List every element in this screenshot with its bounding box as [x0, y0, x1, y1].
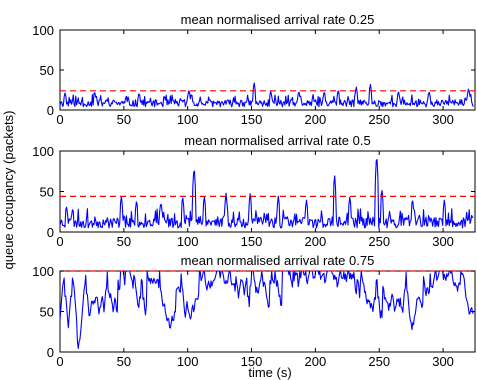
x-tick-label: 100 [177, 234, 199, 249]
x-tick-label: 50 [117, 234, 131, 249]
x-tick-label: 0 [56, 234, 63, 249]
x-tick-label: 50 [117, 112, 131, 127]
chart-panel-3: mean normalised arrival rate 0.75 0 50 100 1… [32, 253, 476, 369]
x-tick-label: 300 [432, 112, 454, 127]
plot-frame [59, 29, 476, 111]
panels: mean normalised arrival rate 0.25 0 50 100 1… [32, 12, 476, 369]
panel-title: mean normalised arrival rate 0.5 [184, 133, 370, 148]
x-tick-label: 50 [117, 354, 131, 369]
series-line [59, 158, 474, 229]
y-tick-label: 50 [40, 63, 54, 78]
x-tick-label: 150 [241, 112, 263, 127]
y-tick-label: 100 [32, 23, 54, 38]
x-tick-label: 0 [56, 354, 63, 369]
series-line [59, 82, 474, 108]
y-tick-label: 0 [47, 345, 54, 360]
x-tick-label: 250 [368, 112, 390, 127]
chart-panel-2: mean normalised arrival rate 0.5 0 50 100 15… [32, 133, 476, 249]
y-tick-label: 0 [47, 103, 54, 118]
y-axis-label: queue occupancy (packets) [1, 111, 16, 270]
panel-title: mean normalised arrival rate 0.75 [181, 253, 375, 268]
y-tick-label: 100 [32, 144, 54, 159]
y-tick-label: 50 [40, 185, 54, 200]
x-tick-label: 200 [305, 234, 327, 249]
x-tick-label: 250 [368, 234, 390, 249]
y-tick-label: 0 [47, 225, 54, 240]
x-tick-label: 200 [305, 112, 327, 127]
series-line [59, 270, 474, 349]
x-tick-label: 200 [305, 354, 327, 369]
x-tick-label: 300 [432, 234, 454, 249]
chart-panel-1: mean normalised arrival rate 0.25 0 50 100 1… [32, 12, 476, 127]
x-tick-label: 0 [56, 112, 63, 127]
x-tick-label: 150 [241, 234, 263, 249]
y-tick-label: 50 [40, 305, 54, 320]
y-tick-label: 100 [32, 264, 54, 279]
x-tick-label: 100 [177, 354, 199, 369]
x-tick-label: 150 [241, 354, 263, 369]
x-tick-label: 250 [368, 354, 390, 369]
x-axis-label: time (s) [248, 365, 291, 380]
x-tick-label: 100 [177, 112, 199, 127]
x-tick-label: 300 [432, 354, 454, 369]
plot-frame [59, 270, 476, 353]
panel-title: mean normalised arrival rate 0.25 [181, 12, 375, 27]
